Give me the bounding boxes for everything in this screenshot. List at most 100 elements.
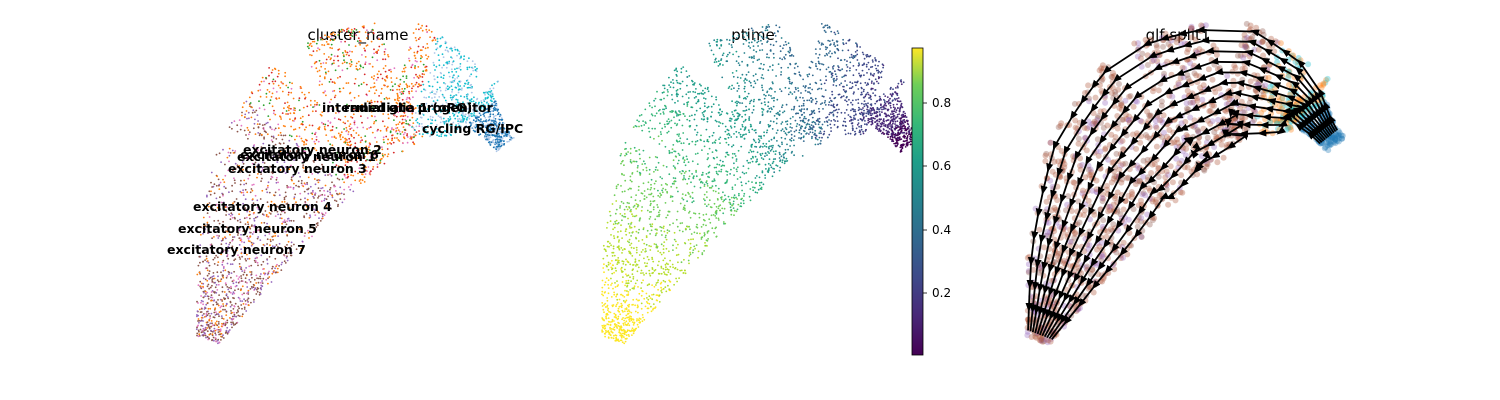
cell-point [289, 150, 292, 153]
cell-point [248, 117, 250, 120]
cell-point [440, 116, 442, 118]
cell-point [411, 64, 414, 67]
cell-point [277, 246, 279, 248]
cell-point [795, 96, 798, 99]
cell-point [293, 152, 296, 154]
cell-point [390, 81, 393, 83]
cell-point [748, 38, 750, 41]
cell-point [199, 280, 202, 283]
cell-point [366, 148, 369, 151]
cell-point [721, 110, 723, 113]
cell-point [372, 166, 375, 168]
cell-point [492, 110, 495, 112]
cell-point [356, 108, 359, 110]
cell-point [604, 281, 607, 284]
cell-point [451, 109, 454, 111]
cell-point [497, 147, 499, 150]
cell-point [197, 302, 199, 304]
cell-point [428, 96, 430, 98]
cell-point [824, 31, 827, 33]
cell-point [772, 44, 775, 47]
cell-point [359, 65, 362, 68]
cell-point [288, 81, 291, 84]
cell-point [271, 128, 273, 131]
cell-point [681, 193, 684, 196]
cell-point [240, 277, 243, 280]
cell-point [767, 101, 770, 104]
cell-point [422, 114, 425, 116]
cell-point [324, 174, 327, 177]
cell-point [396, 94, 399, 97]
cell-point [257, 236, 260, 238]
cell-point [325, 72, 327, 75]
cell-point [803, 115, 806, 118]
cell-point [313, 178, 316, 180]
cell-point [357, 95, 360, 97]
cell-point [735, 104, 738, 107]
cell-point [372, 168, 374, 171]
cell-point [314, 183, 317, 186]
cell-point [269, 156, 272, 159]
cell-point [314, 142, 317, 145]
cell-point [614, 220, 616, 223]
cell-point [674, 150, 677, 153]
cell-point [756, 160, 758, 163]
cell-point [468, 75, 471, 78]
cell-point [440, 72, 443, 75]
cell-point [823, 130, 826, 133]
cell-point [346, 173, 349, 176]
cell-point [222, 318, 225, 320]
cell-point [316, 39, 319, 42]
cell-point [303, 93, 306, 96]
cell-point [469, 102, 471, 104]
cell-point [432, 61, 435, 64]
cell-point [669, 86, 672, 88]
cell-point [319, 75, 321, 78]
cell-point [689, 228, 691, 231]
cell-point [260, 173, 262, 176]
cell-point [206, 203, 209, 206]
cell-point [429, 72, 432, 74]
cell-point [216, 279, 219, 281]
cell-point [493, 131, 496, 134]
cell-point [306, 171, 309, 173]
cell-point [353, 136, 355, 139]
cell-point [262, 104, 265, 107]
cell-point [435, 48, 438, 51]
cell-point [480, 101, 483, 104]
cell-point [624, 284, 626, 287]
cell-point [355, 149, 358, 152]
cell-point [251, 233, 254, 235]
cell-point [838, 108, 840, 111]
cell-point [612, 223, 615, 226]
cell-point [434, 93, 437, 95]
cell-point [629, 263, 632, 266]
cell-point [459, 65, 462, 68]
cell-point [769, 120, 772, 122]
cell-point [824, 100, 827, 102]
cell-point [379, 129, 382, 132]
cell-point [684, 272, 687, 275]
cell-point [318, 59, 321, 62]
cell-point [253, 301, 255, 303]
cell-point [395, 111, 398, 113]
cell-point [197, 314, 200, 317]
cell-point [225, 210, 228, 213]
cell-point [668, 250, 670, 253]
cell-point [309, 216, 312, 218]
cell-point [323, 214, 326, 217]
cell-point [414, 57, 417, 60]
cell-point [855, 127, 858, 130]
cell-point [243, 292, 245, 295]
cell-point [234, 285, 237, 288]
cell-point [470, 87, 473, 89]
cell-point [337, 203, 339, 206]
cell-point [409, 98, 411, 101]
cell-point [250, 116, 253, 119]
cell-point [203, 308, 206, 310]
cell-point [630, 209, 632, 211]
cell-point [868, 68, 870, 71]
cell-point [648, 105, 651, 107]
cell-point [714, 190, 717, 193]
cell-point [738, 131, 740, 134]
